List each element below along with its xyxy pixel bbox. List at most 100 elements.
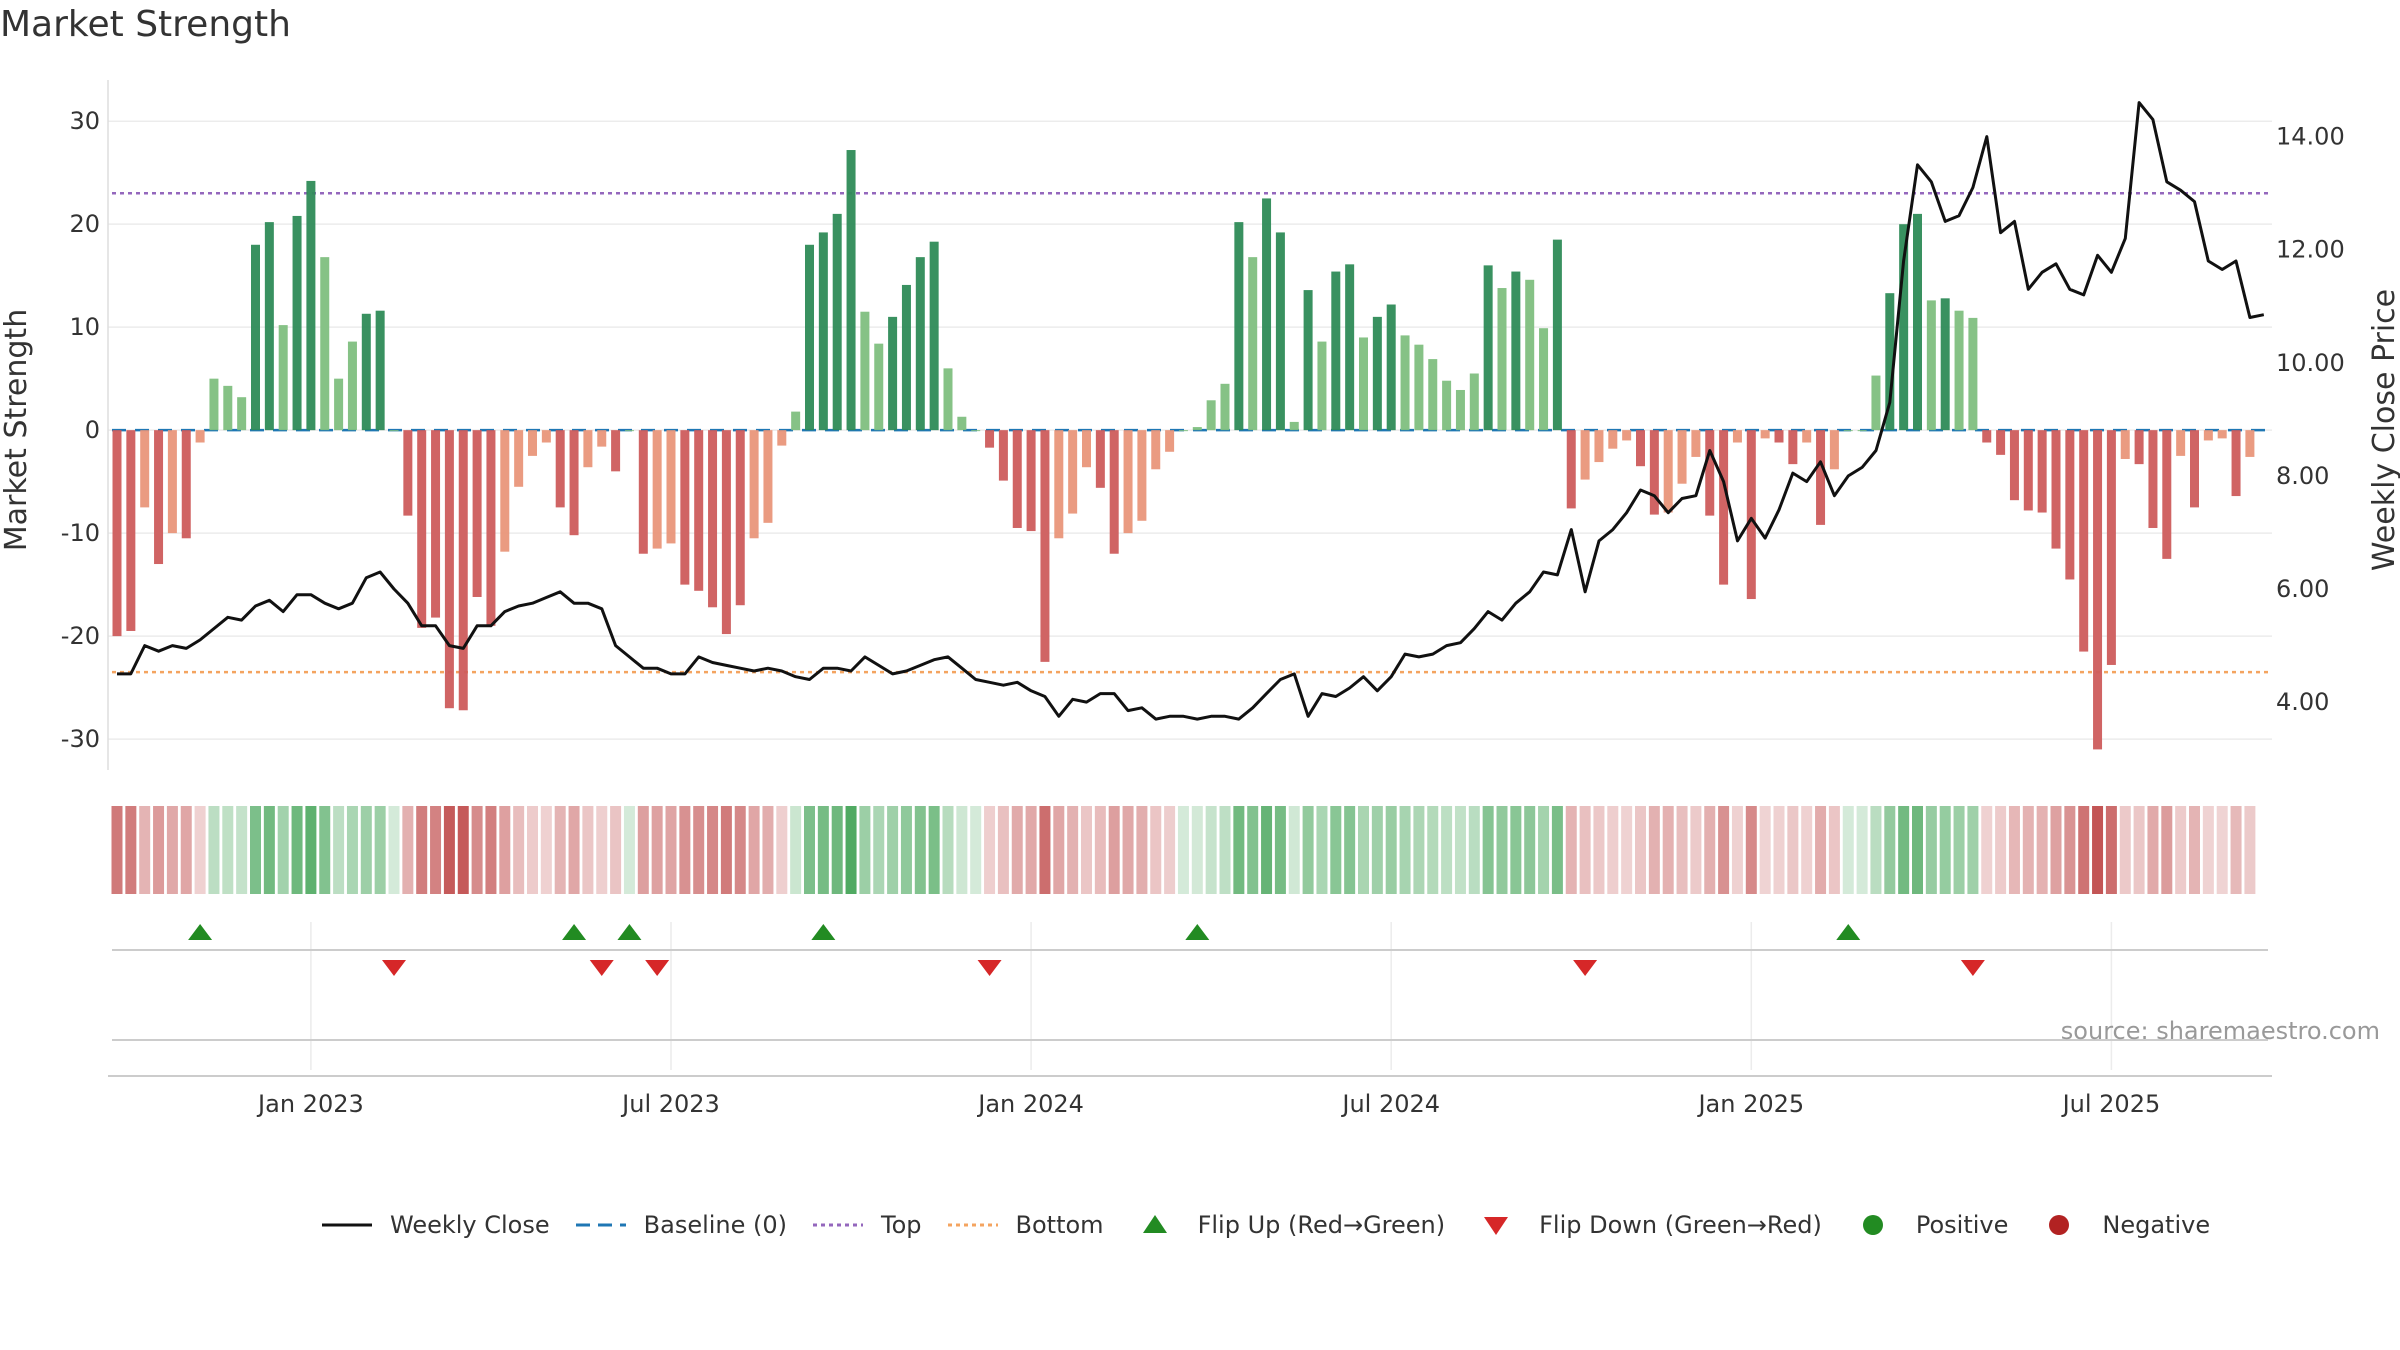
strength-bar [1663, 430, 1673, 513]
strength-bar [251, 244, 260, 431]
heat-cell [1150, 806, 1162, 894]
y2-tick-label: 6.00 [2276, 575, 2329, 603]
strength-bar [1497, 288, 1507, 431]
strength-bar [1234, 222, 1244, 431]
strength-bar [1843, 430, 1853, 432]
chart-legend: Weekly Close Baseline (0) Top Bottom Fli… [318, 1208, 2210, 1242]
heat-cell [707, 806, 719, 894]
heat-cell [1219, 806, 1231, 894]
strength-bar [860, 311, 870, 431]
heat-cell [1939, 806, 1951, 894]
strength-bar [2190, 430, 2199, 508]
heat-cell [928, 806, 940, 894]
strength-bar [1483, 265, 1493, 431]
strength-bar [1677, 430, 1687, 484]
y2-tick-label: 10.00 [2276, 349, 2345, 377]
heat-cell [2161, 806, 2173, 894]
heat-cell [1482, 806, 1494, 894]
line-icon [322, 1223, 372, 1227]
strength-bar [985, 430, 995, 448]
strength-bar [1026, 430, 1036, 532]
strength-bar [1414, 344, 1424, 431]
heat-cell [1358, 806, 1369, 894]
heat-cell [1565, 806, 1577, 894]
heat-cell [2050, 806, 2062, 894]
heat-cell [2119, 806, 2131, 894]
heat-cell [1995, 806, 2007, 894]
strength-bar [735, 430, 745, 606]
strength-bar [1317, 341, 1327, 431]
strength-bar [818, 232, 828, 431]
strength-bar [1885, 293, 1895, 431]
heat-cell [1330, 806, 1342, 894]
heat-cell [817, 806, 829, 894]
heat-cell [527, 806, 538, 894]
strength-bar [1566, 430, 1576, 509]
heat-cell [1898, 806, 1910, 894]
heat-cell [2216, 806, 2228, 894]
heat-cell [125, 806, 137, 894]
heat-cell [153, 806, 165, 894]
weekly-close-line [117, 101, 2265, 721]
legend-baseline: Baseline (0) [572, 1210, 787, 1240]
heat-cell [139, 806, 151, 894]
strength-bar [1082, 430, 1091, 468]
heat-cell [1648, 806, 1660, 894]
strength-bar [2037, 430, 2047, 513]
legend-flip-down: Flip Down (Green→Red) [1467, 1210, 1822, 1240]
strength-bar [292, 215, 302, 431]
strength-bar [611, 430, 621, 472]
heat-cell [679, 806, 691, 894]
flip-up-marker [1185, 924, 1210, 940]
strength-bar [444, 430, 454, 709]
strength-bar [1400, 335, 1410, 431]
legend-top: Top [809, 1210, 922, 1240]
strength-bar [1206, 400, 1216, 431]
heat-cell [693, 806, 705, 894]
heat-cell [2189, 806, 2200, 894]
heat-cell [1261, 806, 1273, 894]
strength-bar [874, 343, 884, 431]
legend-negative: Negative [2030, 1210, 2210, 1240]
heat-cell [651, 806, 663, 894]
strength-bar [167, 430, 177, 534]
strength-bar [417, 430, 427, 628]
heat-cell [2008, 806, 2020, 894]
heat-cell [2230, 806, 2242, 894]
strength-bar [375, 310, 385, 431]
heat-cell [2147, 806, 2159, 894]
strength-bar [1511, 271, 1521, 431]
heat-cell [1538, 806, 1550, 894]
y-tick-label: 0 [85, 416, 100, 444]
heat-cell [942, 806, 954, 894]
strength-bar [1095, 430, 1105, 488]
strength-bar [1746, 430, 1756, 600]
heat-cell [1094, 806, 1106, 894]
y-tick-label: 10 [69, 313, 100, 341]
heat-cell [250, 806, 261, 894]
heat-cell [194, 806, 206, 894]
heat-cell [845, 806, 857, 894]
strength-bar [569, 430, 579, 536]
reference-lines [112, 192, 2268, 674]
strength-bar [1594, 430, 1604, 463]
strength-bar [1732, 430, 1742, 443]
strength-bar [223, 385, 233, 431]
legend-flip-up: Flip Up (Red→Green) [1126, 1210, 1445, 1240]
strength-bar [334, 378, 344, 431]
strength-bar [389, 430, 399, 432]
strength-bar [1954, 310, 1964, 431]
heat-cell [2064, 806, 2076, 894]
strength-bar [1829, 430, 1839, 470]
heat-cell [236, 806, 248, 894]
flip-up-marker [188, 924, 213, 940]
heat-cell [499, 806, 511, 894]
heat-cell [984, 806, 996, 894]
heat-cell [443, 806, 455, 894]
heat-cell [1856, 806, 1868, 894]
strength-bar [2203, 430, 2213, 441]
strength-bar [805, 244, 814, 431]
heat-cell [2022, 806, 2034, 894]
strength-bar [347, 341, 357, 431]
heat-cell [2244, 806, 2256, 894]
